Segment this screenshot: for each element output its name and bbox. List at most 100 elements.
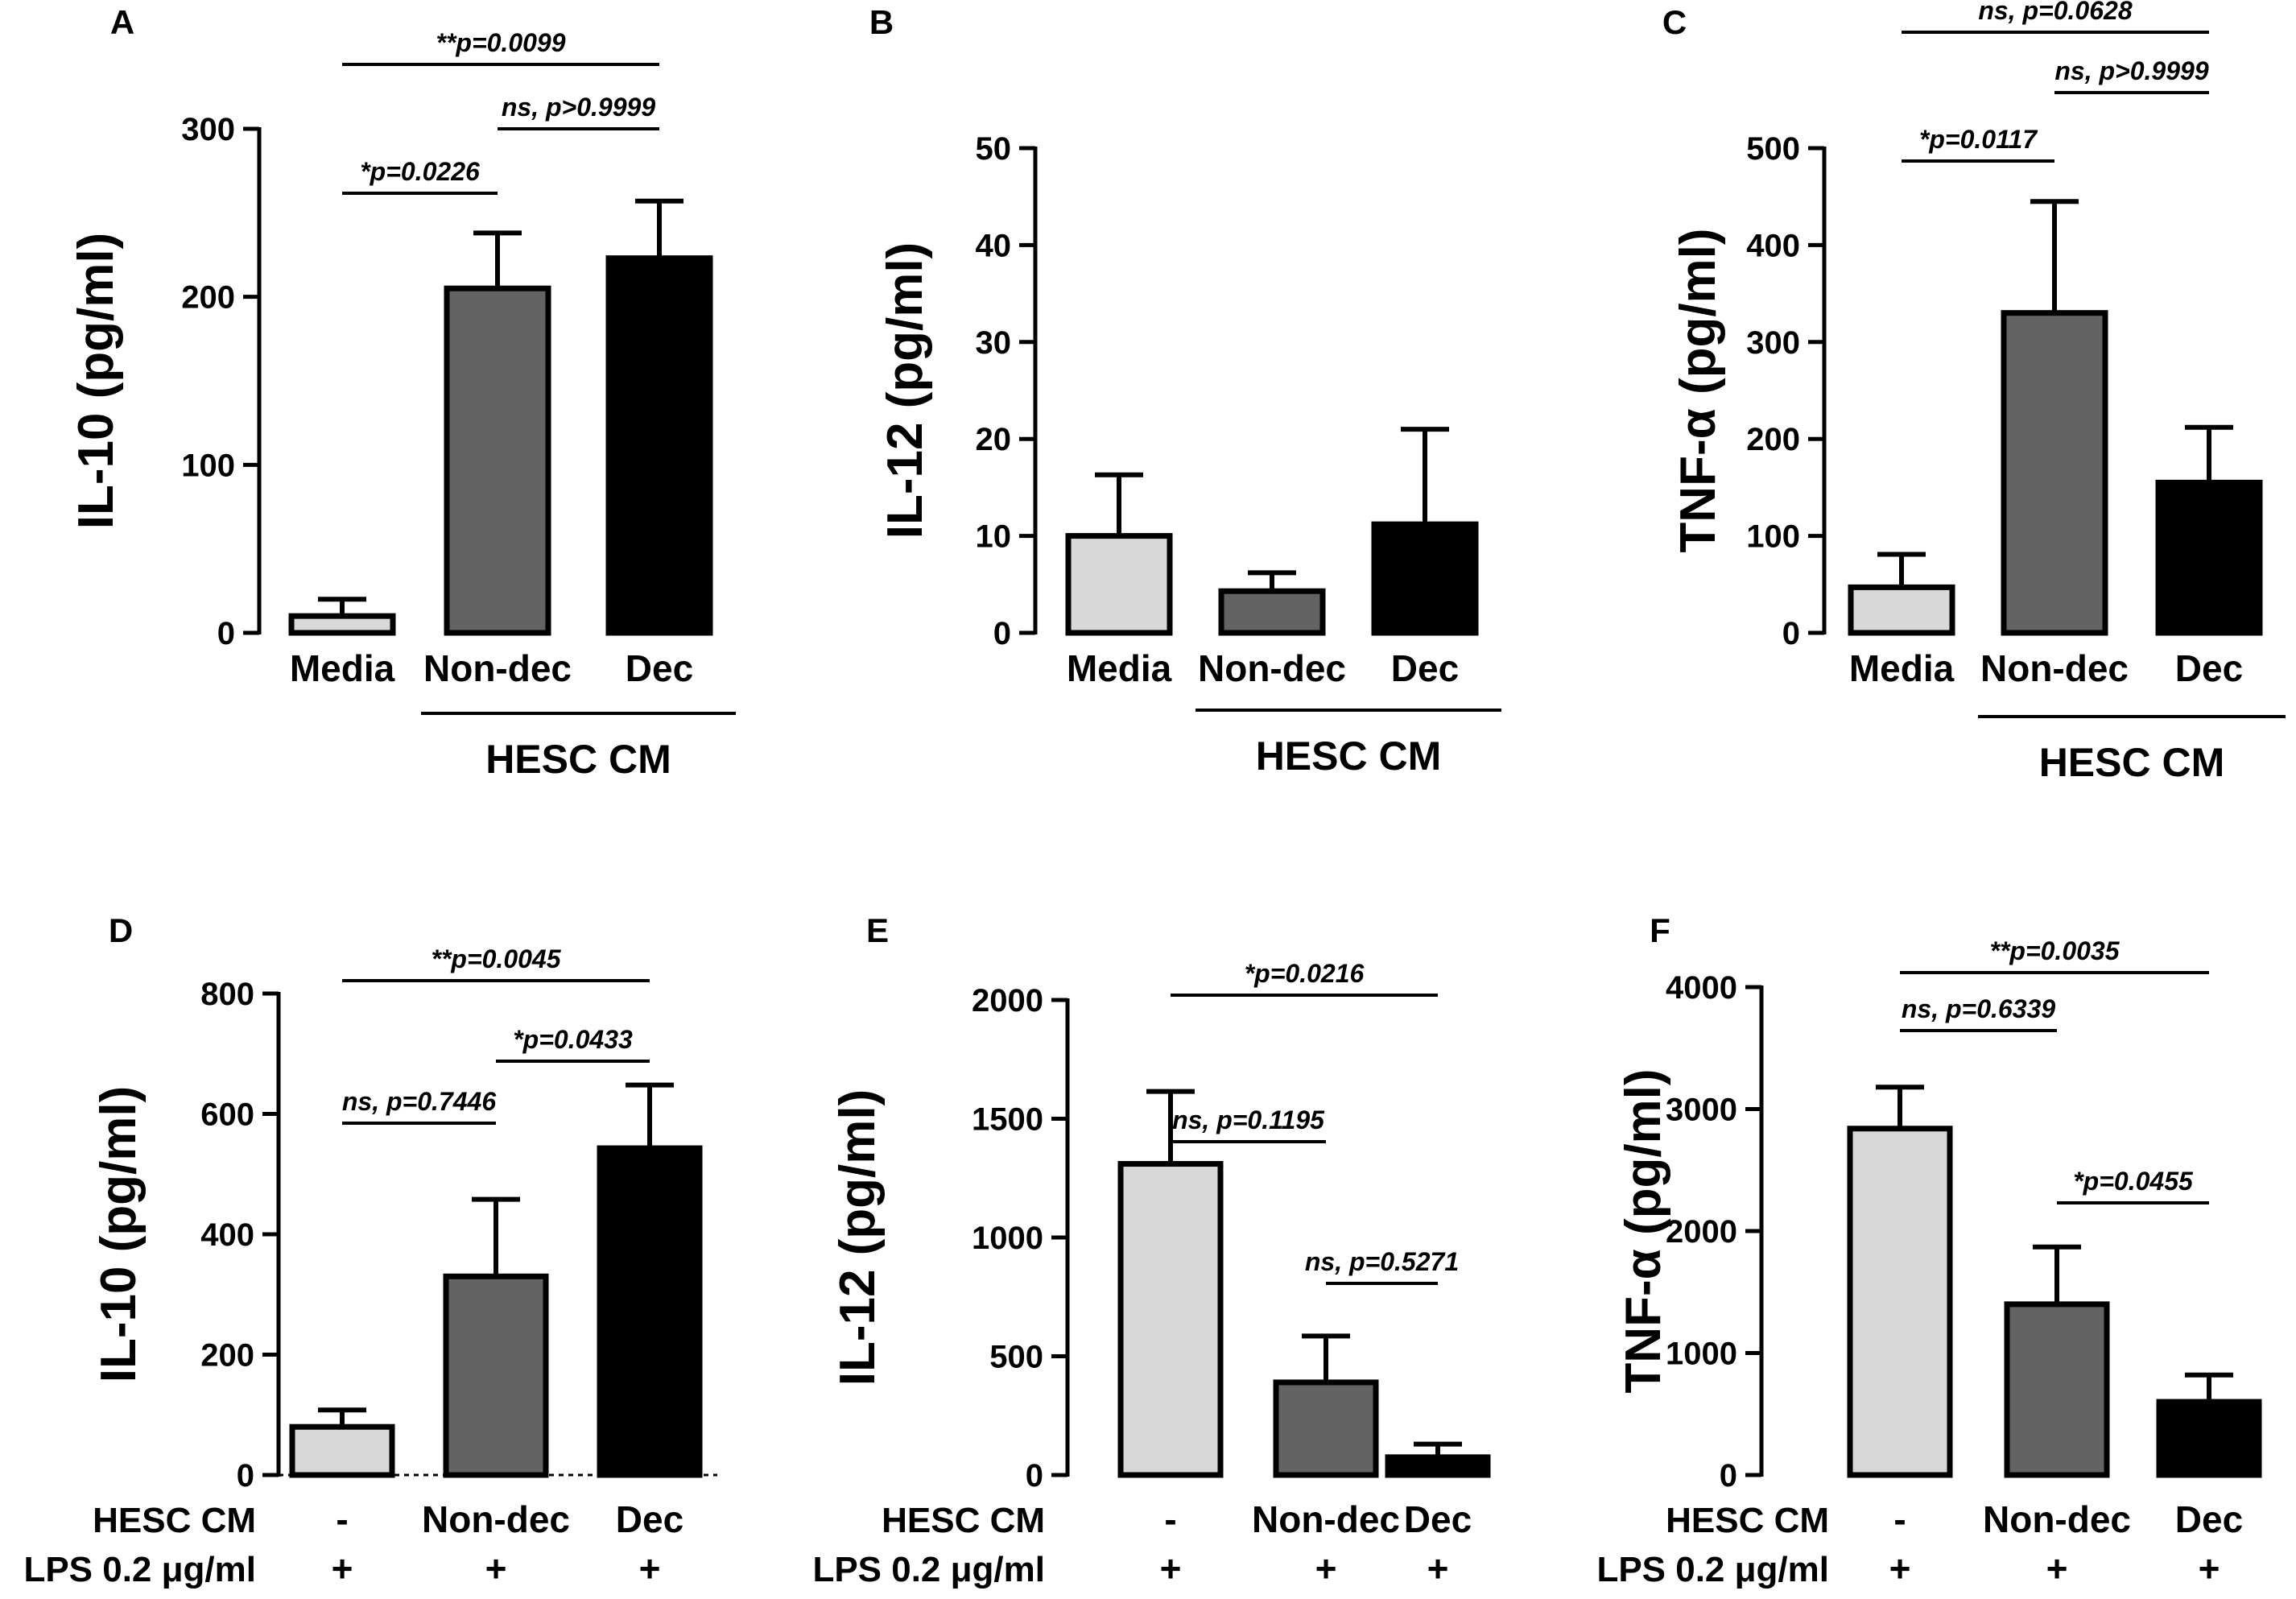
y-tick-label: 300 [1746,325,1800,361]
category-label: Non-dec [1983,1498,2131,1540]
y-tick-label: 0 [1026,1458,1043,1494]
panel-label: E [866,911,889,949]
y-tick-label: 500 [989,1340,1043,1375]
row-label-lps: LPS 0.2 μg/ml [23,1550,256,1589]
y-tick-label: 800 [200,977,254,1012]
y-tick-label: 4000 [1666,970,1737,1006]
y-tick-label: 200 [181,280,235,316]
panel-label: A [110,3,134,41]
bar-dec [2156,1399,2262,1478]
row-label-hesc-cm: HESC CM [1666,1501,1829,1540]
significance-label: ns, p=0.7446 [342,1087,496,1116]
row-label-lps: LPS 0.2 μg/ml [1596,1550,1829,1589]
row-label-hesc-cm: HESC CM [882,1501,1045,1540]
y-tick-label: 0 [993,616,1011,651]
category-label: - [336,1498,348,1540]
y-axis-label: IL-12 (pg/ml) [830,1089,886,1386]
significance-label: **p=0.0099 [436,28,565,57]
significance-label: ns, p>0.9999 [502,93,655,122]
panel-label: F [1650,911,1670,949]
bar-non-dec [2004,1301,2110,1478]
lps-mark: + [1160,1547,1182,1589]
panel-b: B 0 10 20 30 40 50 IL-12 (pg/ml) Media Non-dec Dec… [869,3,1501,779]
panel-d: D 0 200 400 600 800 IL-10 (pg/ml) HESC CM LPS 0.… [23,911,717,1589]
bar-non-dec [1273,1379,1379,1478]
significance-label: ns, p=0.1195 [1172,1105,1325,1134]
category-label: Non-dec [1252,1498,1400,1540]
lps-mark: + [485,1547,507,1589]
y-tick-label: 2000 [1666,1214,1737,1250]
y-tick-label: 600 [200,1097,254,1133]
bar-non-dec [443,1273,549,1478]
category-label: Dec [1404,1498,1472,1540]
y-tick-label: 40 [976,228,1012,263]
category-label: - [1893,1498,1906,1540]
y-tick-label: 10 [976,519,1012,555]
panel-label: D [109,911,133,949]
y-tick-label: 1000 [1666,1337,1737,1372]
bar-dec [605,255,713,636]
panel-e: E 0 500 1000 1500 2000 IL-12 (pg/ml) HESC CM LPS… [812,911,1491,1589]
bar-media [1848,584,1955,636]
row-label-hesc-cm: HESC CM [93,1501,256,1540]
panel-a: A 0 100 200 300 IL-10 (pg/ml) Media Non-dec Dec H… [68,3,736,782]
category-label: Media [290,647,395,689]
significance-label: **p=0.0035 [1989,936,2120,965]
category-label: Dec [2175,1498,2243,1540]
lps-mark: + [1889,1547,1911,1589]
y-tick-label: 20 [976,422,1012,457]
y-tick-label: 2000 [972,983,1043,1018]
bar-non-dec [1218,588,1326,636]
significance-label: ns, p=0.5271 [1305,1247,1459,1276]
lps-mark: + [1315,1547,1337,1589]
y-axis-label: IL-12 (pg/ml) [878,242,933,539]
category-label: Dec [616,1498,683,1540]
y-tick-label: 200 [1746,422,1800,457]
bar-non-dec [444,285,551,636]
significance-label: ns, p=0.0628 [1978,0,2132,25]
panel-label: B [869,3,894,41]
significance-label: **p=0.0045 [431,944,561,973]
panel-c: C 0 100 200 300 400 500 TNF-α (pg/ml) Media Non-d… [1662,0,2286,785]
lps-mark: + [332,1547,353,1589]
y-tick-label: 100 [181,448,235,483]
y-tick-label: 0 [1720,1458,1737,1494]
category-label: - [1164,1498,1176,1540]
significance-label: *p=0.0226 [360,157,480,186]
group-label: HESC CM [1256,733,1442,779]
y-tick-label: 1500 [972,1102,1043,1138]
y-tick-label: 400 [1746,228,1800,263]
lps-mark: + [2046,1547,2068,1589]
bar-media [1065,533,1173,636]
y-tick-label: 300 [181,112,235,147]
y-tick-label: 3000 [1666,1093,1737,1128]
bar-dec [597,1145,703,1478]
bar-control [1847,1126,1953,1478]
bar-media [288,613,396,636]
lps-mark: + [1427,1547,1449,1589]
y-tick-label: 0 [217,616,235,651]
significance-label: *p=0.0455 [2073,1167,2194,1196]
significance-label: *p=0.0216 [1245,959,1365,988]
panel-label: C [1662,3,1687,41]
y-tick-label: 0 [1782,616,1800,651]
category-label: Non-dec [1198,647,1346,689]
category-label: Media [1849,647,1955,689]
bar-control [289,1423,395,1478]
lps-mark: + [2199,1547,2220,1589]
category-label: Non-dec [422,1498,570,1540]
significance-label: *p=0.0433 [513,1025,633,1054]
lps-mark: + [639,1547,661,1589]
category-label: Media [1067,647,1172,689]
row-label-lps: LPS 0.2 μg/ml [812,1550,1045,1589]
category-label: Dec [1391,647,1459,689]
y-tick-label: 100 [1746,519,1800,555]
bar-dec [1385,1454,1491,1478]
y-axis-label: TNF-α (pg/ml) [1670,228,1726,552]
y-axis-label: IL-10 (pg/ml) [68,233,124,530]
y-axis-label: IL-10 (pg/ml) [91,1086,147,1383]
y-tick-label: 50 [976,131,1012,167]
significance-label: ns, p>0.9999 [2054,56,2208,85]
bar-dec [1371,521,1479,636]
